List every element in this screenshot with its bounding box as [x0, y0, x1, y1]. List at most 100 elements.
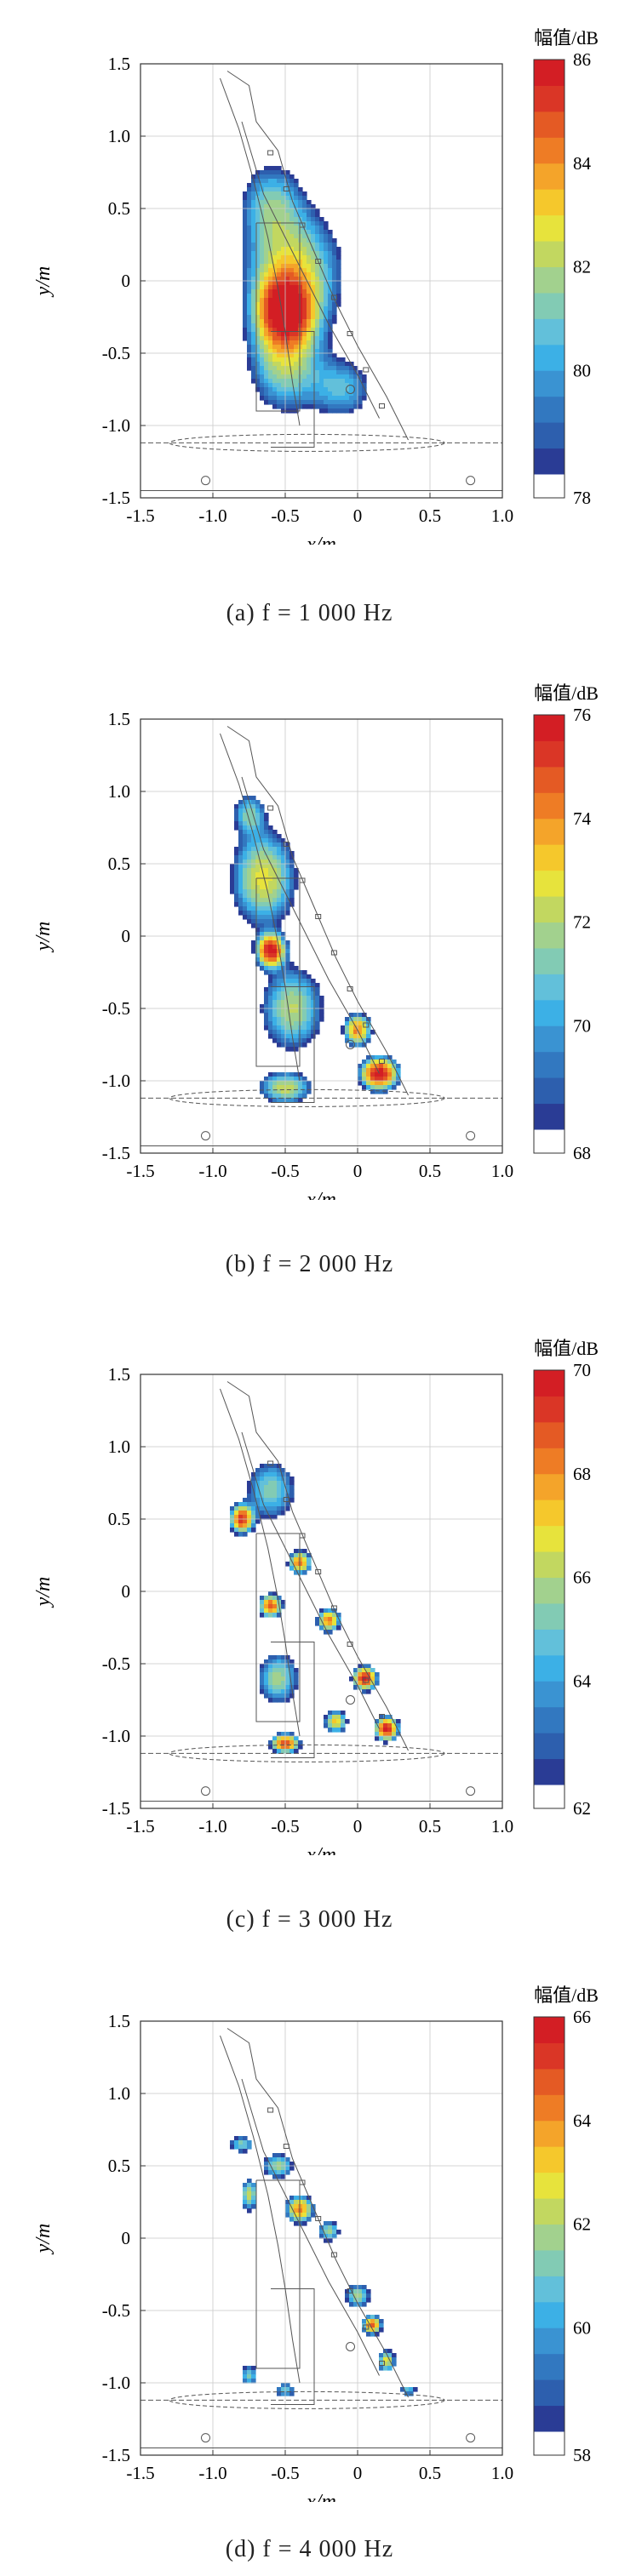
colorbar-tick-label: 64 — [573, 1671, 592, 1691]
colorbar-tick-label: 66 — [573, 2007, 591, 2027]
colorbar-segment — [534, 2198, 565, 2225]
colorbar-segment — [534, 2042, 565, 2070]
colorbar-segment — [534, 1025, 565, 1053]
outline-marker — [315, 1569, 322, 1574]
colorbar-segment — [534, 2094, 565, 2122]
y-tick-label: 1.5 — [108, 709, 130, 729]
y-tick-label: 1.5 — [108, 54, 130, 74]
x-tick-label: 0 — [353, 505, 363, 526]
outline-edge — [226, 1381, 409, 1751]
colorbar-tick-label: 58 — [573, 2445, 591, 2465]
colorbar-segment — [534, 2405, 565, 2432]
outline-marker — [363, 2324, 370, 2330]
outline-edge — [169, 1088, 445, 1107]
outline-edge — [255, 877, 301, 1067]
colorbar-tick-label: 66 — [573, 1568, 591, 1588]
colorbar-title: 幅值/dB — [534, 27, 599, 49]
outline-edge — [271, 2288, 315, 2405]
outline-marker — [347, 1642, 353, 1647]
colorbar-tick-label: 68 — [573, 1464, 591, 1484]
outline-marker — [330, 294, 337, 300]
sound-map-layer — [230, 1464, 401, 1754]
colorbar-tick-label: 68 — [573, 1143, 591, 1163]
x-axis-label: x/m — [306, 2491, 336, 2502]
outline-edge — [226, 2028, 409, 2398]
outline-marker — [283, 186, 289, 191]
colorbar-tick-label: 64 — [573, 2110, 592, 2131]
y-tick-label: 0 — [122, 1581, 131, 1602]
y-tick-label: 0 — [122, 2228, 131, 2248]
outline-marker — [330, 1605, 337, 1611]
outline-edge — [241, 1431, 380, 1729]
y-axis-label: y/m — [32, 1577, 54, 1608]
y-tick-label: -0.5 — [102, 1654, 130, 1674]
outline-edge — [466, 1786, 476, 1796]
colorbar-tick-label: 74 — [573, 808, 592, 829]
x-tick-label: 0 — [353, 2463, 363, 2483]
colorbar-segment — [534, 1525, 565, 1552]
y-tick-label: -0.5 — [102, 2300, 130, 2321]
outline-edge — [466, 2433, 476, 2443]
y-tick-label: -1.5 — [102, 488, 130, 508]
train-outline-overlay — [140, 71, 502, 491]
x-tick-label: -1.0 — [198, 1816, 226, 1836]
colorbar-tick-label: 86 — [573, 49, 591, 70]
x-tick-label: -1.0 — [198, 505, 226, 526]
colorbar-segment — [534, 1733, 565, 1760]
sound-map-layer — [230, 796, 401, 1103]
outline-marker — [267, 2107, 274, 2113]
x-axis-label: x/m — [306, 1844, 336, 1855]
y-tick-label: 1.5 — [108, 2011, 130, 2031]
colorbar-segment — [534, 2249, 565, 2276]
outline-marker — [330, 2252, 337, 2258]
colorbar-segment — [534, 137, 565, 164]
outline-marker — [299, 877, 306, 883]
outline-edge — [241, 2078, 380, 2376]
y-tick-label: 1.0 — [108, 1437, 130, 1457]
panel-caption-c: (c) f = 3 000 Hz — [226, 1906, 393, 1933]
outline-edge — [201, 2433, 210, 2443]
colorbar-underflow — [533, 2430, 565, 2456]
colorbar-frame — [533, 59, 565, 499]
sound-map-layer — [243, 166, 367, 414]
outline-marker — [379, 2361, 385, 2366]
colorbar-title: 幅值/dB — [534, 683, 599, 704]
x-tick-label: 0 — [353, 1161, 363, 1181]
panel-d: -1.5 -1.0 -0.5 0 0.5 1.0 -1.5 -1.0 -0.5 0 0.5 1.0 1.… — [0, 1957, 619, 2576]
outline-edge — [220, 77, 301, 426]
outline-marker — [363, 367, 370, 373]
outline-edge — [466, 476, 476, 486]
x-tick-label: 0.5 — [419, 505, 441, 526]
outline-edge — [226, 726, 409, 1096]
y-tick-label: 0 — [122, 926, 131, 946]
y-tick-label: -1.0 — [102, 1071, 130, 1091]
outline-marker — [315, 259, 322, 264]
outline-marker — [330, 950, 337, 956]
colorbar-segment — [534, 266, 565, 294]
y-tick-label: 1.0 — [108, 781, 130, 802]
colorbar-tick-label: 84 — [573, 153, 592, 174]
train-outline-overlay — [140, 2028, 502, 2448]
sound-map-layer — [230, 2136, 418, 2396]
outline-edge — [169, 433, 445, 452]
outline-marker — [283, 1497, 289, 1502]
colorbar-segment — [534, 1421, 565, 1448]
colorbar-segment — [534, 111, 565, 138]
x-tick-label: -0.5 — [271, 505, 299, 526]
colorbar-segment — [534, 344, 565, 371]
y-tick-label: -1.0 — [102, 1726, 130, 1746]
outline-edge — [346, 385, 355, 394]
panel-c: -1.5 -1.0 -0.5 0 0.5 1.0 -1.5 -1.0 -0.5 0 0.5 1.0 1.… — [0, 1311, 619, 1957]
outline-edge — [241, 121, 380, 419]
contour-plot-a: -1.5 -1.0 -0.5 0 0.5 1.0 -1.5 -1.0 -0.5 0 0.5 1.0 1.… — [32, 27, 599, 545]
x-tick-label: -0.5 — [271, 1161, 299, 1181]
colorbar-segment — [534, 2017, 565, 2043]
panel-b: -1.5 -1.0 -0.5 0 0.5 1.0 -1.5 -1.0 -0.5 0 0.5 1.0 1.… — [0, 655, 619, 1302]
x-tick-label: 0.5 — [419, 2463, 441, 2483]
x-tick-label: -0.5 — [271, 1816, 299, 1836]
colorbar-segment — [534, 896, 565, 922]
colorbar-segment — [534, 2353, 565, 2380]
outline-edge — [346, 1040, 355, 1049]
